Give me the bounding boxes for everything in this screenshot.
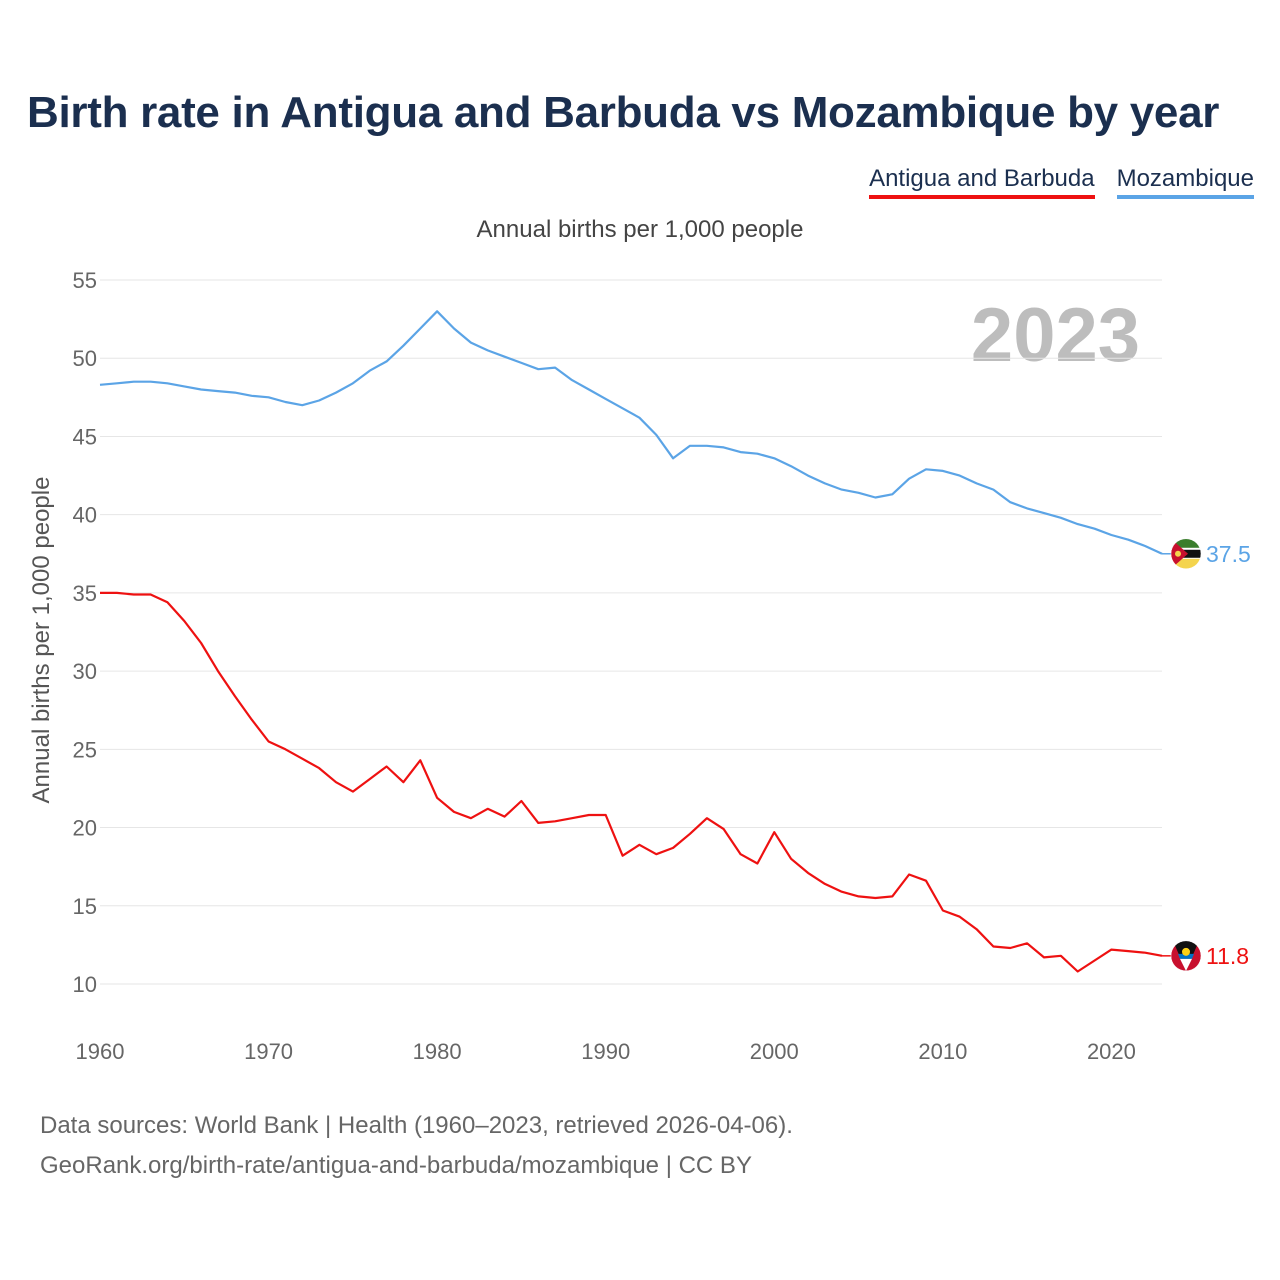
x-tick-label: 1980: [413, 1039, 462, 1064]
chart-subtitle: Annual births per 1,000 people: [476, 216, 804, 243]
footer: Data sources: World Bank | Health (1960–…: [40, 1106, 793, 1186]
chart-title: Birth rate in Antigua and Barbuda vs Moz…: [27, 88, 1220, 137]
x-tick-label: 2010: [918, 1039, 967, 1064]
x-tick-label: 1970: [244, 1039, 293, 1064]
y-tick-label: 35: [73, 581, 97, 606]
legend-item-antigua-and-barbuda[interactable]: Antigua and Barbuda: [869, 165, 1095, 199]
antigua-and-barbuda-flag-icon: [1170, 940, 1202, 972]
legend: Antigua and Barbuda Mozambique: [869, 165, 1254, 199]
year-watermark: 2023: [970, 293, 1140, 378]
legend-item-mozambique[interactable]: Mozambique: [1116, 165, 1254, 199]
x-tick-label: 2000: [750, 1039, 799, 1064]
series-line-mozambique: [99, 310, 1163, 555]
y-tick-label: 55: [73, 268, 97, 293]
end-value-label: 37.5: [1206, 541, 1251, 567]
footer-sources: Data sources: World Bank | Health (1960–…: [40, 1112, 793, 1139]
line-chart: 10 15 20 25 30 35 40 45 50 55 1960 1970 1980 1990 200…: [73, 268, 1251, 1064]
y-tick-label: 25: [73, 737, 97, 762]
y-tick-label: 10: [73, 972, 97, 997]
y-tick-label: 40: [73, 503, 97, 528]
x-axis-ticks: 1960 1970 1980 1990 2000 2010 2020: [76, 1039, 1136, 1064]
x-tick-label: 2020: [1087, 1039, 1136, 1064]
y-tick-label: 15: [73, 894, 97, 919]
y-tick-label: 50: [73, 346, 97, 371]
series-lines: [99, 310, 1163, 973]
y-tick-label: 30: [73, 659, 97, 684]
mozambique-flag-icon: [1170, 538, 1202, 570]
y-tick-label: 45: [73, 424, 97, 449]
y-axis-ticks: 10 15 20 25 30 35 40 45 50 55: [73, 268, 97, 997]
footer-link[interactable]: GeoRank.org/birth-rate/antigua-and-barbu…: [40, 1152, 752, 1179]
end-markers: 11.8 37.5: [1162, 538, 1251, 972]
y-tick-label: 20: [73, 816, 97, 841]
end-value-label: 11.8: [1206, 943, 1249, 969]
x-tick-label: 1960: [76, 1039, 125, 1064]
grid-lines: [100, 279, 1162, 985]
x-tick-label: 1990: [581, 1039, 630, 1064]
series-line-antigua-and-barbuda: [100, 591, 1163, 973]
